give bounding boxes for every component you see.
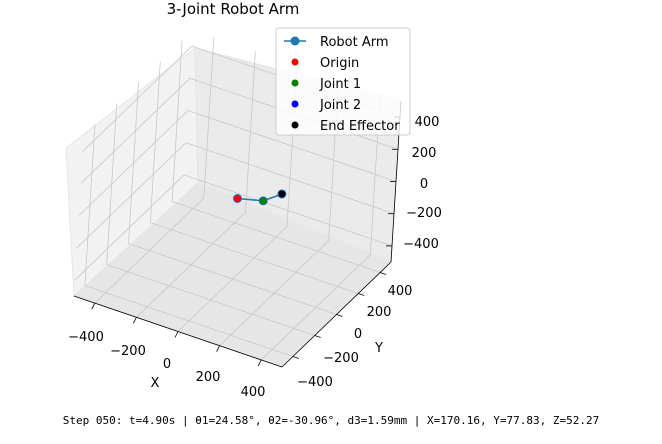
x-tick-mark: [91, 302, 96, 310]
status-readout: Step 050: t=4.90s | θ1=24.58°, θ2=-30.96…: [62, 414, 600, 427]
y-tick-mark: [314, 335, 321, 338]
gridline: [80, 78, 191, 184]
legend: Robot Arm Origin Joint 1 Joint 2 End Effecto…: [275, 27, 411, 136]
gridline: [82, 45, 193, 152]
legend-entries: Robot Arm Origin Joint 1 Joint 2 End Effecto…: [284, 35, 400, 134]
legend-swatch-marker: [291, 58, 299, 66]
y-axis-label: Y: [374, 341, 383, 356]
x-tick-label: 0: [163, 357, 171, 372]
gridline: [260, 254, 371, 361]
arm-layer: [233, 189, 287, 206]
gridline: [78, 110, 189, 216]
legend-label: Joint 2: [319, 98, 361, 113]
y-tick-label: −400: [297, 375, 333, 390]
z-tick-label: 400: [415, 115, 440, 130]
x-tick-mark: [216, 345, 220, 352]
legend-label: Origin: [320, 56, 359, 71]
x-tick-label: −400: [68, 330, 104, 345]
gridline: [219, 240, 329, 346]
y-tick-label: −200: [323, 351, 359, 366]
x-tick-mark: [133, 317, 137, 324]
x-axis-label: X: [151, 376, 160, 391]
x-tick-mark: [257, 359, 262, 367]
z-tick-label: −400: [403, 237, 439, 252]
y-tick-mark: [336, 314, 343, 317]
gridline: [128, 243, 337, 315]
legend-label: End Effector: [320, 119, 400, 134]
marker-end-effector: [278, 190, 286, 198]
legend-swatch-marker: [291, 121, 299, 129]
y-tick-mark: [358, 293, 365, 296]
legend-frame: [275, 27, 411, 136]
z-tick-label: 0: [420, 177, 428, 192]
gridline: [171, 201, 381, 273]
legend-label: Robot Arm: [320, 35, 389, 50]
gridline: [171, 40, 183, 202]
chart-title: 3-Joint Robot Arm: [167, 0, 300, 18]
x-tick-label: −200: [110, 344, 146, 359]
y-tick-label: 400: [388, 284, 413, 299]
y-tick-label: 200: [367, 305, 392, 320]
x-tick-label: 200: [196, 370, 221, 385]
y-tick-mark: [292, 356, 300, 359]
legend-swatch-marker: [291, 79, 299, 87]
gridline: [187, 110, 397, 182]
gridline: [149, 61, 161, 223]
x-tick-mark: [174, 331, 179, 338]
gridline: [150, 222, 359, 294]
gridlines: [74, 37, 401, 361]
z-tick-label: −200: [406, 206, 442, 221]
y-tick-mark: [379, 272, 387, 275]
y-tick-label: 0: [354, 327, 362, 342]
legend-swatch-marker: [291, 100, 299, 108]
marker-joint-1: [259, 197, 267, 205]
marker-origin: [234, 195, 241, 202]
z-tick-label: 200: [412, 146, 437, 161]
legend-label: Joint 1: [319, 77, 361, 92]
x-tick-label: 400: [241, 385, 266, 400]
legend-swatch-marker: [290, 36, 300, 46]
tick-marks: [91, 116, 400, 367]
